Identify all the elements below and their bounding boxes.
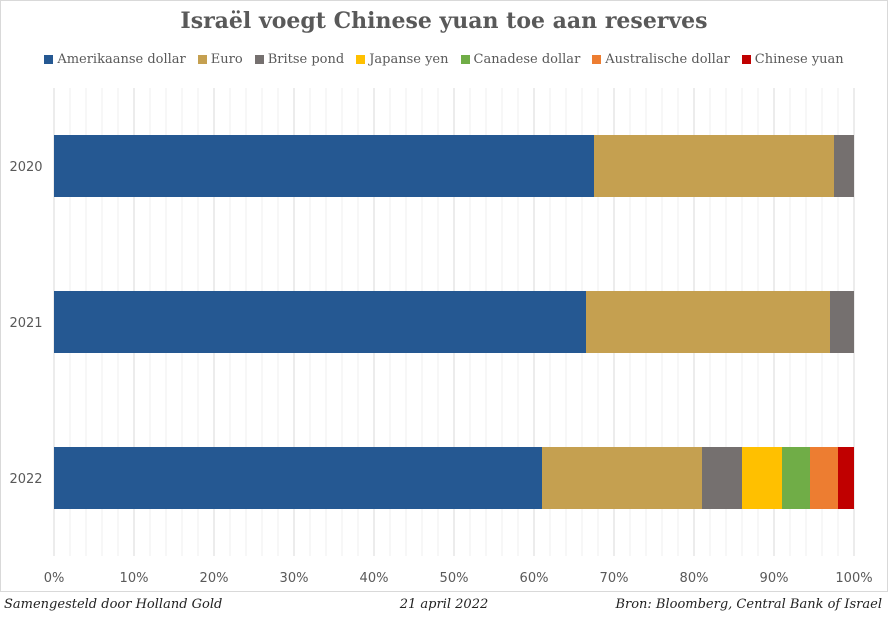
bar-segment [54, 447, 542, 509]
bar-segment [782, 447, 810, 509]
bar-segment [838, 447, 854, 509]
legend-label: Euro [210, 52, 243, 67]
legend-label: Chinese yuan [754, 52, 844, 67]
x-tick-label: 100% [835, 571, 872, 586]
legend-label: Amerikaanse dollar [57, 52, 186, 67]
legend-swatch [44, 55, 54, 64]
footer-source: Bron: Bloomberg, Central Bank of Israel [615, 597, 882, 612]
x-tick-label: 70% [600, 571, 629, 586]
bar-segment [542, 447, 702, 509]
bar-segment [54, 291, 586, 353]
legend-label: Canadese dollar [473, 52, 581, 67]
bar-segment [810, 447, 838, 509]
legend-swatch [356, 55, 366, 64]
legend-item: Amerikaanse dollar [44, 52, 186, 67]
legend-item: Chinese yuan [741, 52, 844, 67]
bar-segment [594, 135, 834, 197]
bar-segment [742, 447, 782, 509]
x-tick-label: 30% [280, 571, 309, 586]
legend-label: Australische dollar [605, 52, 730, 67]
x-tick-label: 50% [440, 571, 469, 586]
legend-swatch [197, 55, 207, 64]
footer-credit: Samengesteld door Holland Gold [4, 597, 223, 612]
x-tick-label: 10% [120, 571, 149, 586]
x-tick-label: 0% [44, 571, 65, 586]
legend-item: Japanse yen [356, 52, 449, 67]
bar-segment [702, 447, 742, 509]
bar-segment [586, 291, 830, 353]
legend-label: Japanse yen [369, 52, 449, 67]
x-tick-label: 80% [680, 571, 709, 586]
legend-item: Australische dollar [592, 52, 730, 67]
y-category-label: 2021 [9, 316, 42, 331]
legend-swatch [254, 55, 264, 64]
legend-swatch [460, 55, 470, 64]
legend-item: Britse pond [254, 52, 345, 67]
x-tick-label: 40% [360, 571, 389, 586]
x-tick-label: 60% [520, 571, 549, 586]
y-category-label: 2020 [9, 160, 42, 175]
x-tick-label: 90% [760, 571, 789, 586]
bar-segment [830, 291, 854, 353]
bar-segment [834, 135, 854, 197]
y-category-label: 2022 [9, 472, 42, 487]
legend-swatch [741, 55, 751, 64]
x-tick-label: 20% [200, 571, 229, 586]
legend-swatch [592, 55, 602, 64]
legend-item: Canadese dollar [460, 52, 581, 67]
legend-item: Euro [197, 52, 243, 67]
bar-segment [54, 135, 594, 197]
legend: Amerikaanse dollar Euro Britse pond Japanse… [0, 52, 888, 67]
chart-title: Israël voegt Chinese yuan toe aan reserv… [180, 8, 708, 34]
legend-label: Britse pond [267, 52, 345, 67]
